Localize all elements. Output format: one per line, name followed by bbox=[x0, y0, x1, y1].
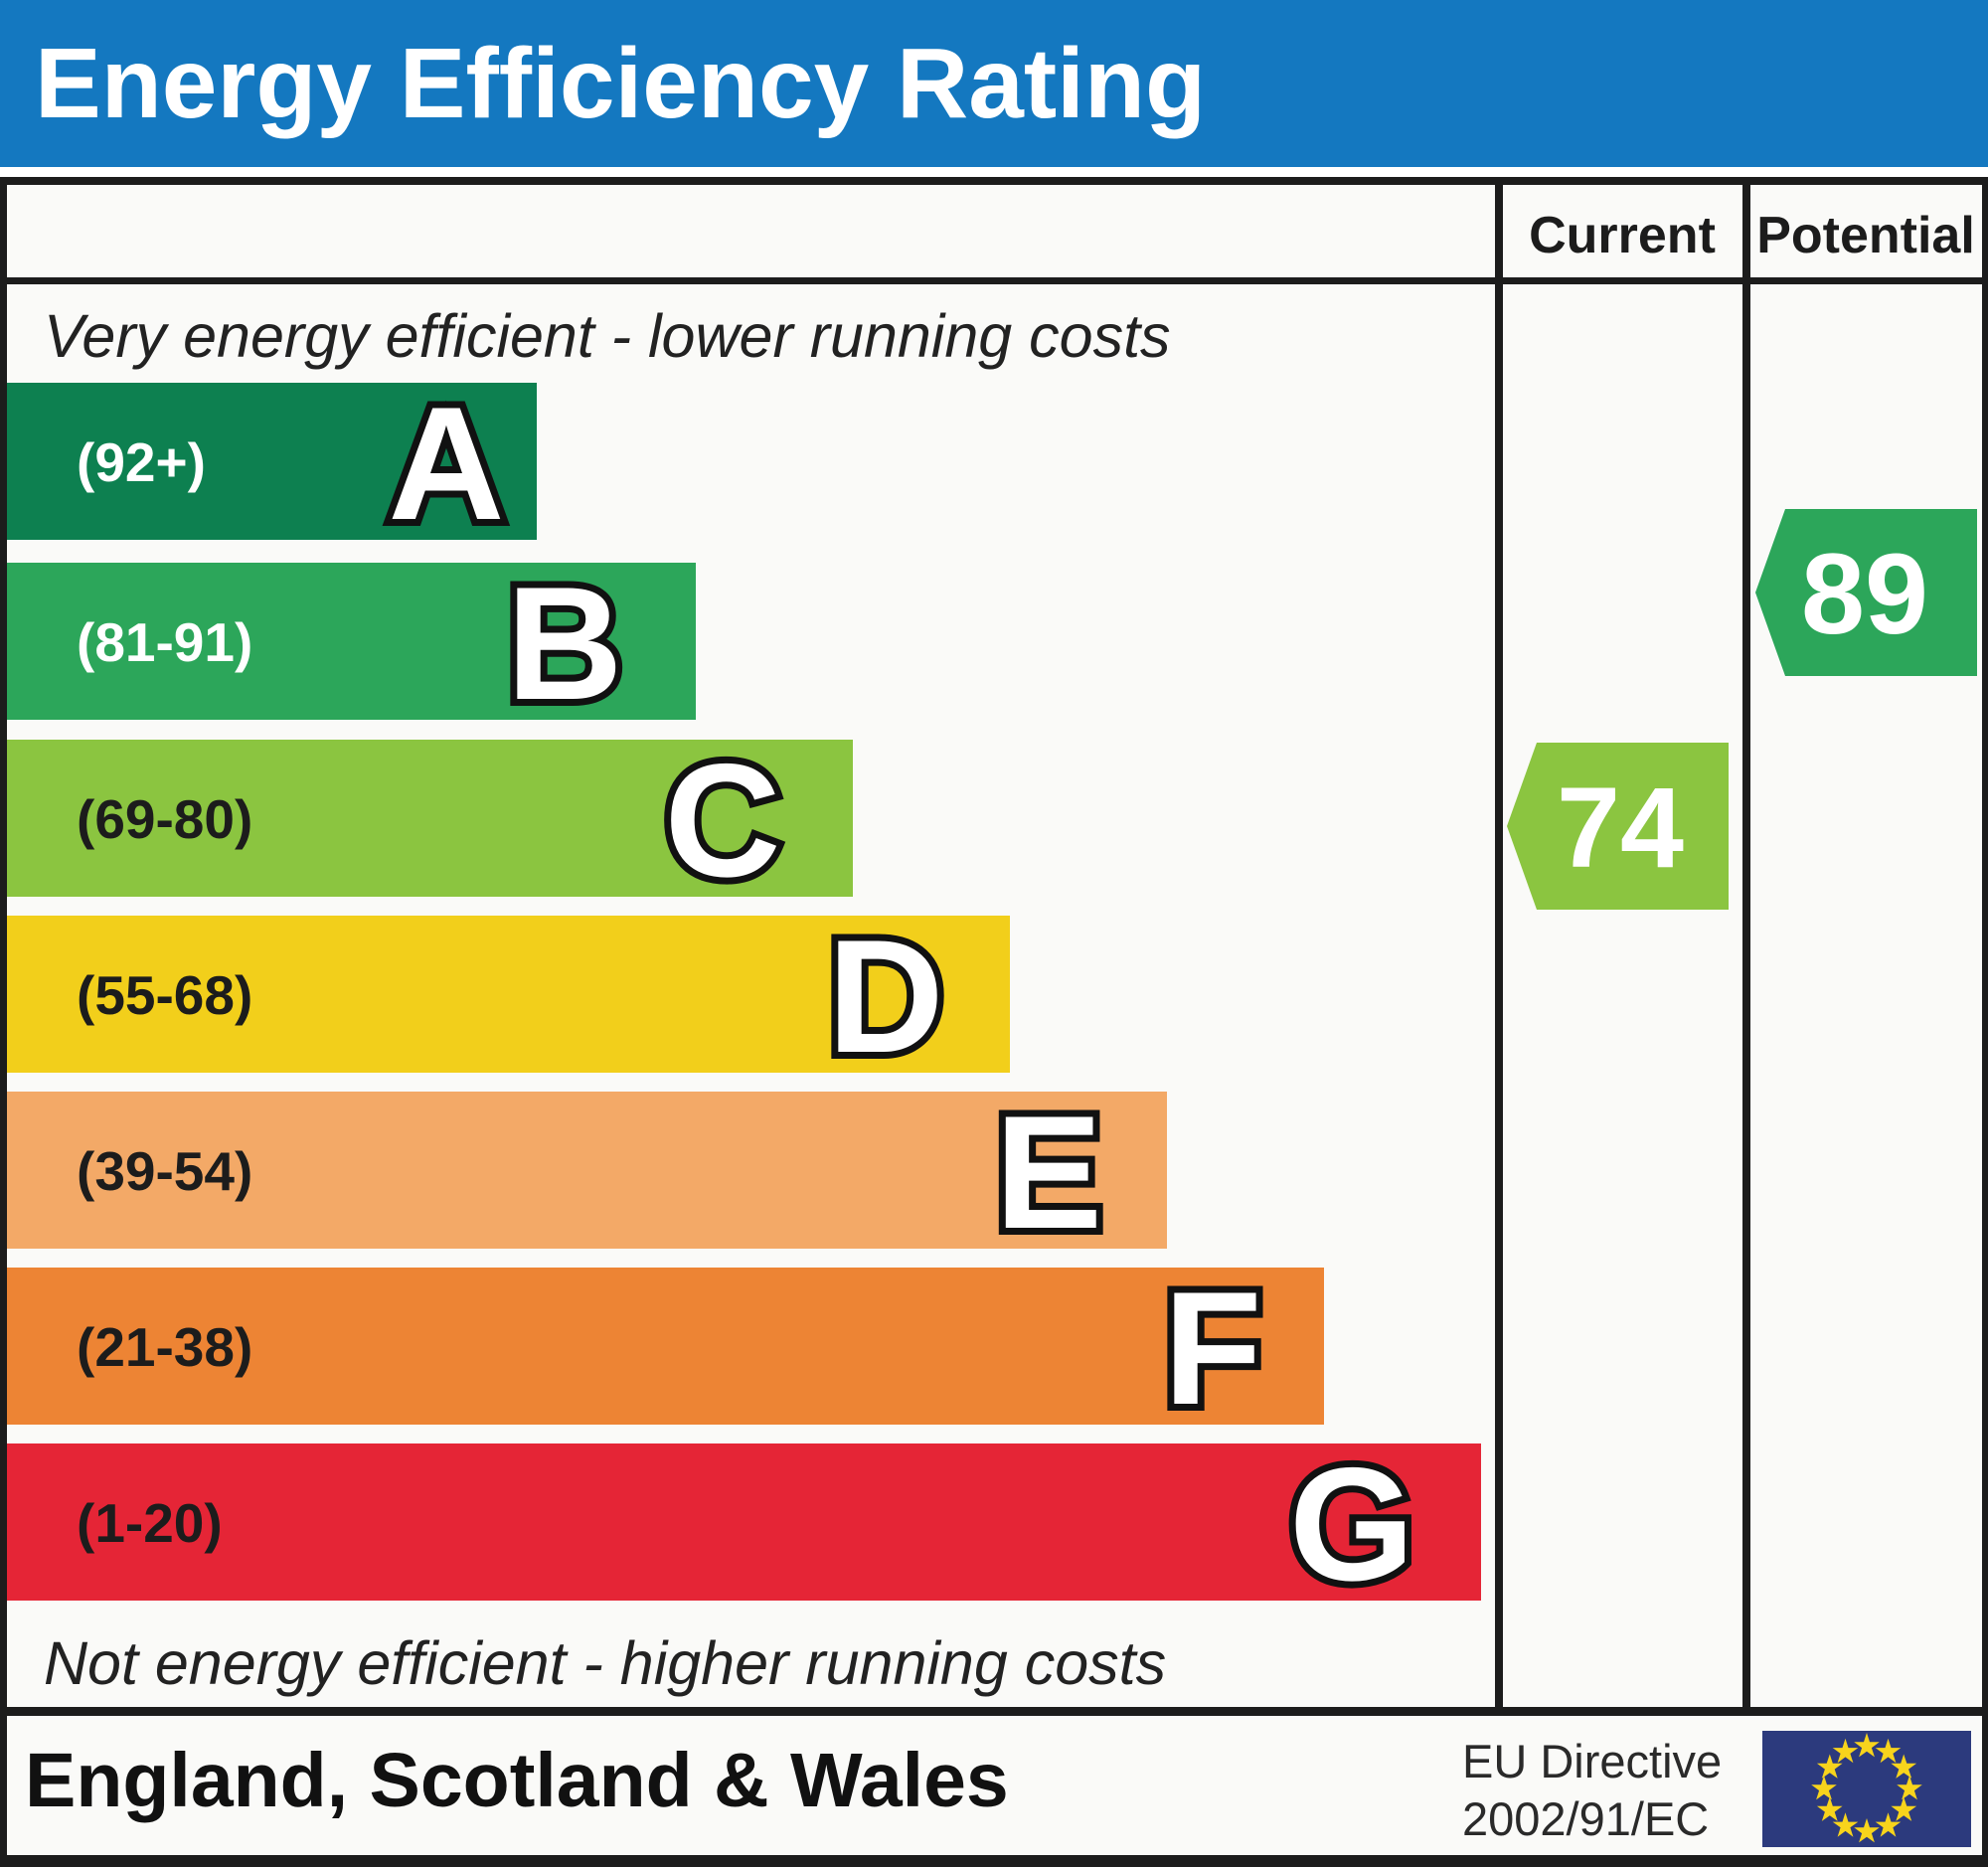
svg-text:74: 74 bbox=[1557, 764, 1684, 892]
svg-text:A: A bbox=[389, 374, 505, 554]
svg-text:B: B bbox=[507, 554, 623, 734]
svg-text:89: 89 bbox=[1801, 531, 1928, 658]
svg-text:Not energy efficient - higher: Not energy efficient - higher running co… bbox=[44, 1629, 1166, 1697]
svg-text:D: D bbox=[828, 907, 944, 1087]
svg-text:England, Scotland & Wales: England, Scotland & Wales bbox=[25, 1738, 1009, 1823]
svg-text:(92+): (92+) bbox=[77, 431, 206, 493]
svg-text:(39-54): (39-54) bbox=[77, 1140, 252, 1202]
svg-text:(69-80): (69-80) bbox=[77, 788, 252, 850]
svg-text:Potential: Potential bbox=[1756, 207, 1975, 264]
svg-text:(21-38): (21-38) bbox=[77, 1316, 252, 1378]
svg-text:G: G bbox=[1289, 1435, 1414, 1614]
svg-text:F: F bbox=[1164, 1259, 1262, 1439]
svg-text:(81-91): (81-91) bbox=[77, 611, 252, 673]
svg-text:Very energy efficient - lower: Very energy efficient - lower running co… bbox=[44, 302, 1171, 370]
svg-text:E: E bbox=[995, 1083, 1102, 1263]
svg-text:2002/91/EC: 2002/91/EC bbox=[1462, 1792, 1709, 1845]
svg-text:EU Directive: EU Directive bbox=[1462, 1735, 1722, 1787]
svg-text:(1-20): (1-20) bbox=[77, 1492, 223, 1554]
svg-text:C: C bbox=[665, 731, 781, 911]
svg-text:Current: Current bbox=[1529, 207, 1716, 264]
svg-text:Energy Efficiency Rating: Energy Efficiency Rating bbox=[35, 28, 1206, 139]
svg-text:(55-68): (55-68) bbox=[77, 964, 252, 1026]
